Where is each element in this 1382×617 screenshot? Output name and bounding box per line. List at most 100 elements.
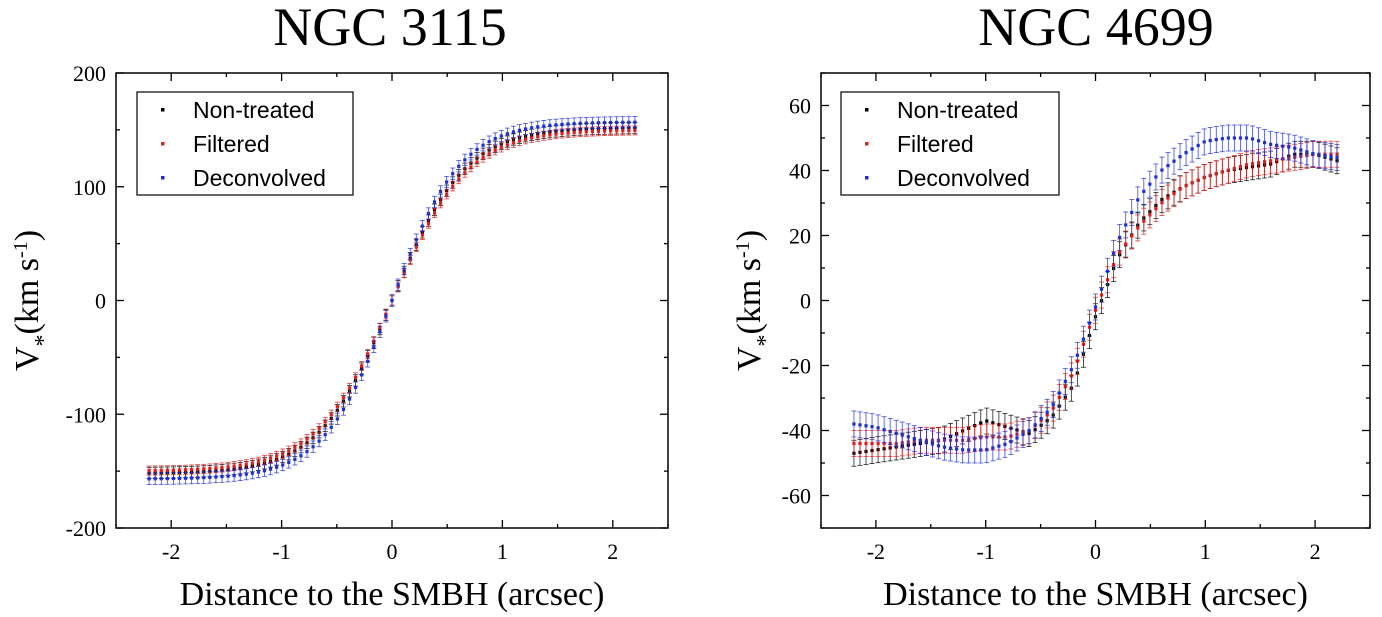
data-point bbox=[985, 419, 989, 423]
data-point bbox=[530, 136, 534, 140]
data-point bbox=[979, 421, 983, 425]
data-point bbox=[426, 211, 431, 216]
data-point bbox=[165, 476, 169, 481]
data-point bbox=[311, 445, 315, 449]
legend: Non-treated Filtered Deconvolved bbox=[136, 91, 354, 196]
data-point bbox=[256, 460, 261, 464]
data-point bbox=[1299, 148, 1303, 152]
data-point bbox=[1232, 166, 1236, 170]
data-point bbox=[1208, 138, 1212, 143]
data-point bbox=[1154, 175, 1158, 179]
data-point bbox=[596, 129, 601, 133]
data-point bbox=[548, 133, 552, 137]
data-point bbox=[451, 172, 455, 176]
data-point bbox=[378, 330, 382, 334]
y-tick-label: 20 bbox=[789, 224, 811, 249]
data-point bbox=[888, 429, 892, 434]
data-point bbox=[505, 132, 509, 136]
legend-label: Non-treated bbox=[897, 97, 1018, 123]
data-point bbox=[1118, 235, 1122, 240]
data-point bbox=[505, 143, 509, 147]
data-point bbox=[621, 120, 625, 124]
data-point bbox=[153, 468, 157, 473]
data-point bbox=[238, 463, 242, 467]
data-point bbox=[1269, 142, 1273, 146]
data-point bbox=[1142, 189, 1146, 193]
legend-marker bbox=[865, 108, 869, 112]
legend-marker bbox=[161, 142, 165, 146]
data-point bbox=[1178, 155, 1182, 159]
data-point bbox=[554, 132, 558, 136]
data-point bbox=[1009, 439, 1013, 444]
data-point bbox=[1051, 402, 1055, 407]
data-point bbox=[1238, 136, 1243, 140]
data-point bbox=[578, 121, 582, 125]
data-point bbox=[1184, 151, 1188, 155]
data-point bbox=[1214, 138, 1218, 142]
data-point bbox=[615, 120, 619, 125]
data-point bbox=[864, 441, 868, 446]
data-point bbox=[1305, 150, 1309, 154]
x-tick-label: 0 bbox=[1090, 539, 1101, 564]
data-point bbox=[602, 129, 607, 133]
legend-label: Filtered bbox=[897, 131, 974, 157]
data-point bbox=[1015, 436, 1019, 440]
data-point bbox=[1329, 155, 1333, 159]
data-point bbox=[590, 121, 594, 125]
data-point bbox=[1057, 391, 1061, 395]
data-point bbox=[1262, 160, 1267, 164]
data-point bbox=[244, 472, 248, 476]
data-point bbox=[566, 131, 570, 135]
data-point bbox=[1021, 432, 1025, 436]
data-point bbox=[876, 441, 880, 446]
data-point bbox=[1335, 155, 1339, 160]
data-point bbox=[1166, 164, 1170, 168]
y-tick-label: 100 bbox=[73, 175, 106, 200]
data-point bbox=[159, 468, 163, 472]
y-tick-label: 0 bbox=[800, 289, 811, 314]
data-point bbox=[305, 449, 309, 454]
data-point bbox=[948, 446, 953, 450]
data-point bbox=[390, 298, 394, 303]
data-point bbox=[985, 448, 989, 452]
data-point bbox=[979, 448, 983, 452]
data-point bbox=[451, 184, 455, 188]
data-point bbox=[183, 468, 188, 472]
data-point bbox=[1226, 136, 1230, 140]
data-point bbox=[426, 222, 431, 226]
data-point bbox=[1250, 161, 1255, 166]
data-point bbox=[864, 424, 868, 428]
data-point bbox=[858, 441, 862, 446]
x-tick-label: -1 bbox=[272, 539, 290, 564]
data-point bbox=[220, 465, 224, 470]
chart-panel-1: NGC 3115 -2 -1 0 1 2 -200 -100 0 100 200 Distance t… bbox=[9, 0, 669, 613]
data-point bbox=[1154, 207, 1158, 211]
data-point bbox=[876, 426, 880, 430]
data-point bbox=[1196, 178, 1200, 182]
data-point bbox=[608, 129, 613, 133]
data-point bbox=[1069, 368, 1073, 372]
data-point bbox=[353, 375, 358, 379]
data-point bbox=[1105, 269, 1110, 273]
data-point bbox=[973, 448, 977, 452]
data-point bbox=[1226, 168, 1230, 172]
data-point bbox=[214, 466, 218, 470]
data-point bbox=[432, 200, 437, 204]
data-point bbox=[469, 165, 473, 169]
data-point bbox=[360, 373, 364, 377]
data-point bbox=[1220, 170, 1224, 174]
data-point bbox=[196, 476, 200, 480]
data-point bbox=[190, 476, 194, 480]
data-point bbox=[250, 461, 254, 465]
data-point bbox=[1112, 251, 1116, 255]
data-point bbox=[1190, 181, 1194, 185]
data-point bbox=[1099, 287, 1104, 291]
data-point bbox=[1136, 226, 1140, 230]
data-point bbox=[202, 476, 206, 480]
data-point bbox=[1142, 219, 1146, 223]
data-point bbox=[554, 123, 558, 127]
data-point bbox=[530, 126, 534, 130]
data-point bbox=[287, 449, 291, 453]
data-point bbox=[542, 134, 546, 138]
